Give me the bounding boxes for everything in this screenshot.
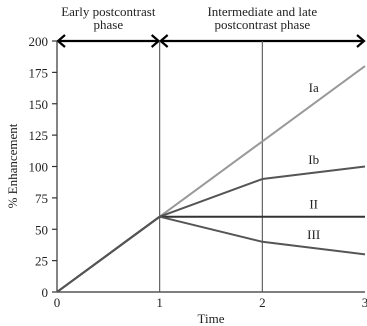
phase-arrowhead-right [356,34,366,48]
y-tick-label: 25 [35,254,48,269]
axes: Time % Enhancement 025507510012515017520… [5,34,367,326]
phase-label: phase [94,17,124,32]
series-label-ii: II [309,197,318,212]
series-label-iii: III [307,227,320,242]
y-tick-label: 75 [35,191,48,206]
phase-label: Intermediate and late [207,4,317,19]
y-tick-label: 125 [29,128,49,143]
phase-arrowhead-left [158,34,169,48]
y-tick-label: 0 [42,285,49,300]
y-axis-label: % Enhancement [5,123,20,208]
phase-label: Early postcontrast [61,4,156,19]
phase-boundary-lines [159,41,263,292]
series-line-iii [56,215,366,293]
y-tick-label: 200 [29,34,49,49]
x-tick-label: 3 [362,295,367,310]
y-tick-label: 150 [29,97,49,112]
phase-arrowhead-right [150,34,161,48]
x-tick-label: 2 [259,295,266,310]
x-axis-label: Time [198,311,225,326]
y-tick-label: 100 [29,160,49,175]
x-tick-label: 0 [54,295,61,310]
x-tick-label: 1 [156,295,163,310]
phase-arrowhead-left [56,34,66,48]
phase-label: postcontrast phase [214,17,310,32]
y-tick-label: 175 [29,65,49,80]
series-label-ia: Ia [309,80,319,95]
y-tick-label: 50 [35,222,48,237]
series-label-ib: Ib [308,152,319,167]
series-lines [56,65,366,293]
